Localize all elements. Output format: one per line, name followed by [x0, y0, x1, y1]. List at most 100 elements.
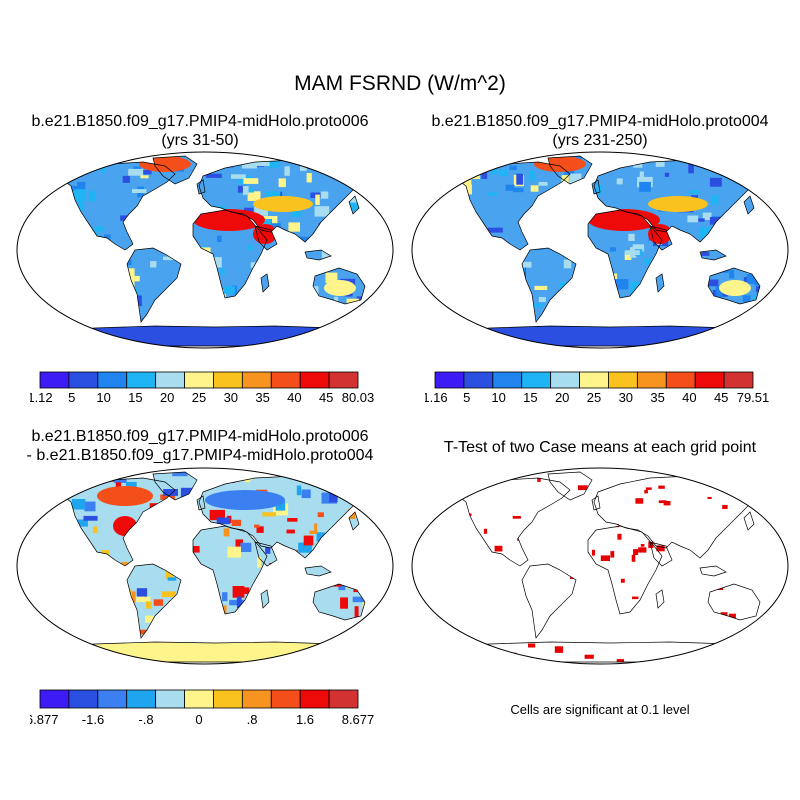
coastline-australia [312, 267, 366, 305]
panel-diff-title-line2: - b.e21.B1850.f09_g17.PMIP4-midHolo.prot… [26, 447, 374, 464]
colorbar-label: 8.677 [342, 712, 375, 726]
coastline-greenland [547, 471, 593, 501]
map-boundary [16, 151, 394, 349]
colorbar-box [126, 689, 157, 709]
colorbar-box [723, 371, 754, 389]
coastline-arabia [649, 225, 673, 251]
panel-ttest-title-line1: T-Test of two Case means at each grid po… [443, 439, 757, 456]
colorbar-label: 15 [523, 390, 537, 404]
colorbar-label: 0 [195, 712, 202, 726]
map-boundary [411, 151, 789, 349]
coastline-arabia [254, 225, 278, 251]
colorbar-box [636, 371, 667, 389]
coastline-madagascar [655, 273, 665, 293]
coastline-south-america [126, 563, 182, 639]
colorbar-box [665, 371, 696, 389]
colorbar-box [579, 371, 609, 389]
colorbar-box [184, 689, 214, 709]
colorbar-label: 30 [619, 390, 633, 404]
colorbar-box [97, 689, 128, 709]
colorbar-case2: 1.16 5 10 15 20 25 30 35 40 45 79.51 [425, 371, 770, 404]
colorbar-label: 40 [287, 390, 301, 404]
colorbar-box [97, 371, 128, 389]
colorbar-label: 1.16 [425, 390, 448, 404]
colorbar-box [434, 371, 465, 389]
colorbar-box [213, 371, 243, 389]
colorbar-box [270, 371, 301, 389]
panel-ttest-title: T-Test of two Case means at each grid po… [400, 438, 800, 457]
colorbar-box [299, 371, 330, 389]
coastline-north-america [62, 161, 176, 251]
colorbar-box [39, 371, 70, 389]
colorbar-box [492, 371, 523, 389]
coastline-uk [196, 179, 206, 195]
panel-case1-title: b.e21.B1850.f09_g17.PMIP4-midHolo.proto0… [0, 112, 400, 150]
coastline-north-america [457, 477, 571, 567]
coastline-madagascar [260, 273, 270, 293]
coastline-new-zealand [765, 617, 775, 635]
colorbar-label: 30 [224, 390, 238, 404]
colorbar-box [155, 371, 185, 389]
coastline-greenland [152, 471, 198, 501]
colorbar-label: 5 [68, 390, 75, 404]
coastline-japan [743, 195, 755, 215]
map-case2 [411, 151, 789, 349]
map-boundary [16, 467, 394, 665]
colorbar-box [241, 371, 272, 389]
colorbar-box [39, 689, 70, 709]
panel-case1-title-line1: b.e21.B1850.f09_g17.PMIP4-midHolo.proto0… [31, 113, 369, 130]
colorbar-box [184, 371, 214, 389]
coastline-arabia [254, 541, 278, 567]
colorbar-label: -.8 [138, 712, 153, 726]
colorbar-box [213, 689, 243, 709]
coastline-uk [591, 179, 601, 195]
colorbar-label: 10 [96, 390, 110, 404]
colorbar-box [463, 371, 494, 389]
colorbar-label: 5 [463, 390, 470, 404]
coastline-north-america [62, 477, 176, 567]
coastline-indonesia [304, 565, 332, 577]
coastline-japan [348, 511, 360, 531]
coastline-new-zealand [765, 301, 775, 319]
coastline-japan [348, 195, 360, 215]
colorbar-label: 15 [128, 390, 142, 404]
coastline-africa [192, 525, 268, 615]
colorbar-label: 1.12 [30, 390, 53, 404]
colorbar-box [299, 689, 330, 709]
colorbar-label: 20 [160, 390, 174, 404]
colorbar-box [155, 689, 185, 709]
coastline-indonesia [699, 249, 727, 261]
coastline-uk [591, 495, 601, 511]
colorbar-box [68, 689, 99, 709]
coastline-indonesia [304, 249, 332, 261]
colorbar-box [694, 371, 725, 389]
coastline-new-zealand [370, 617, 380, 635]
coastline-madagascar [260, 589, 270, 609]
panel-case2-title: b.e21.B1850.f09_g17.PMIP4-midHolo.proto0… [400, 112, 800, 150]
colorbar-box [521, 371, 552, 389]
coastline-africa [587, 525, 663, 615]
colorbar-box [608, 371, 638, 389]
ttest-significance-note: Cells are significant at 0.1 level [510, 702, 690, 717]
colorbar-label: -1.6 [82, 712, 104, 726]
panel-diff-title: b.e21.B1850.f09_g17.PMIP4-midHolo.proto0… [0, 427, 400, 465]
coastline-australia [707, 267, 761, 305]
map-case1 [16, 151, 394, 349]
colorbar-label: 10 [491, 390, 505, 404]
coastline-greenland [547, 155, 593, 185]
colorbar-label: 25 [587, 390, 601, 404]
panel-case1-title-line2: (yrs 31-50) [161, 132, 239, 149]
colorbar-label: 40 [682, 390, 696, 404]
colorbar-box [241, 689, 272, 709]
colorbar-diff: -6.877 -1.6 -.8 0 .8 1.6 8.677 [30, 689, 375, 726]
map-boundary [411, 467, 789, 665]
coastline-uk [196, 495, 206, 511]
coastline-japan [743, 511, 755, 531]
colorbar-box [270, 689, 301, 709]
colorbar-label: 79.51 [737, 390, 770, 404]
map-diff [16, 467, 394, 665]
colorbar-box [328, 689, 359, 709]
coastline-south-america [521, 563, 577, 639]
colorbar-box [328, 371, 359, 389]
panel-diff-title-line1: b.e21.B1850.f09_g17.PMIP4-midHolo.proto0… [31, 428, 369, 445]
